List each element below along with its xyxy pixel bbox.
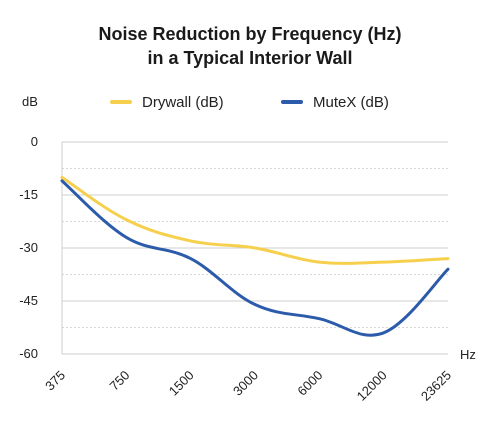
grid-lines	[62, 141, 448, 355]
x-tick-label: 6000	[294, 368, 325, 399]
series-lines	[60, 175, 450, 337]
x-tick-label: 23625	[418, 368, 454, 404]
x-tick-label: 750	[107, 368, 133, 394]
y-axis-ticks: 0 -15 -30 -45 -60	[19, 134, 38, 361]
x-axis-ticks: 375 750 1500 3000 6000 12000 23625	[42, 368, 454, 404]
y-tick-label: -30	[19, 240, 38, 255]
x-axis-label: Hz	[460, 347, 476, 362]
x-tick-label: 12000	[354, 368, 390, 404]
y-tick-label: 0	[31, 134, 38, 149]
chart-title-line-1: Noise Reduction by Frequency (Hz)	[98, 24, 402, 44]
y-tick-label: -15	[19, 187, 38, 202]
legend-label: MuteX (dB)	[313, 94, 389, 111]
chart-title: Noise Reduction by Frequency (Hz) in a T…	[0, 22, 500, 70]
x-tick-label: 1500	[166, 368, 197, 399]
x-tick-label: 375	[42, 368, 68, 394]
y-tick-label: -60	[19, 346, 38, 361]
x-tick-label: 3000	[230, 368, 261, 399]
legend: Drywall (dB) MuteX (dB)	[110, 94, 389, 111]
y-axis-label: dB	[22, 94, 38, 109]
legend-label: Drywall (dB)	[142, 94, 224, 111]
series-line-drywall	[60, 175, 450, 265]
y-tick-label: -45	[19, 293, 38, 308]
chart-title-line-2: in a Typical Interior Wall	[147, 48, 353, 68]
series-line-mutex	[60, 179, 450, 337]
